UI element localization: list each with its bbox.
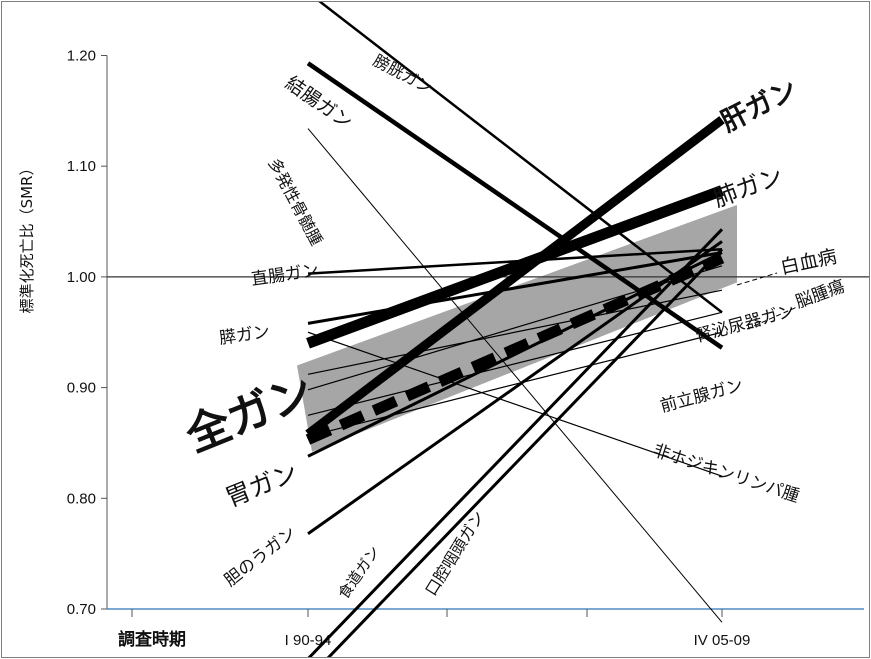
leader-line <box>746 306 798 330</box>
series-line-7 <box>305 253 725 445</box>
y-tick-label: 0.90 <box>67 380 96 397</box>
series-line-12 <box>307 331 723 437</box>
y-tick-label: 0.70 <box>67 601 96 618</box>
y-tick-label: 1.10 <box>67 158 96 175</box>
series-line-4 <box>306 185 724 349</box>
y-tick-label: 1.00 <box>67 269 96 286</box>
series-label-15: 食道ガン <box>335 543 384 602</box>
series-line-15 <box>307 228 724 657</box>
series-line-16 <box>326 248 724 657</box>
series-label-11: 腎泌尿器ガン <box>693 301 797 347</box>
series-label-16: 口腔咽頭ガン <box>421 508 488 599</box>
series-label-6: 膵ガン <box>218 322 271 349</box>
series-label-14: 胆のうガン <box>221 523 300 591</box>
series-label-0: 膀胱ガン <box>370 51 435 98</box>
series-label-3: 肝ガン <box>716 74 802 138</box>
series-label-1: 結腸ガン <box>281 72 356 134</box>
series-label-12: 前立腺ガン <box>658 376 745 417</box>
y-axis-label: 標準化死亡比（SMR） <box>18 161 36 314</box>
series-line-5 <box>307 247 723 275</box>
series-line-11 <box>307 311 723 416</box>
series-line-13 <box>307 331 723 477</box>
series-label-7: 全ガン <box>178 365 320 462</box>
series-line-3 <box>305 116 725 438</box>
series-label-9: 白血病 <box>778 246 838 279</box>
leader-line <box>736 272 778 286</box>
series-label-8: 胃ガン <box>221 458 301 513</box>
x-tick-label: IV 05-09 <box>694 632 751 649</box>
x-axis-label: 調査時期 <box>118 629 186 650</box>
y-tick-label: 0.80 <box>67 490 96 507</box>
series-line-14 <box>307 240 723 535</box>
series-line-10 <box>307 289 723 375</box>
series-line-0 <box>318 2 723 314</box>
series-label-5: 直腸ガン <box>250 261 320 290</box>
series-line-9 <box>307 265 723 391</box>
y-tick-label: 1.20 <box>67 48 96 65</box>
series-line-6 <box>307 251 723 325</box>
series-line-2 <box>307 128 723 623</box>
series-label-13: 非ホジキンリンパ腫 <box>650 441 801 507</box>
series-label-2: 多発性骨髄腫 <box>264 155 326 249</box>
series-label-10: 脳腫瘍 <box>793 276 848 312</box>
series-label-4: 肺ガン <box>709 162 786 213</box>
